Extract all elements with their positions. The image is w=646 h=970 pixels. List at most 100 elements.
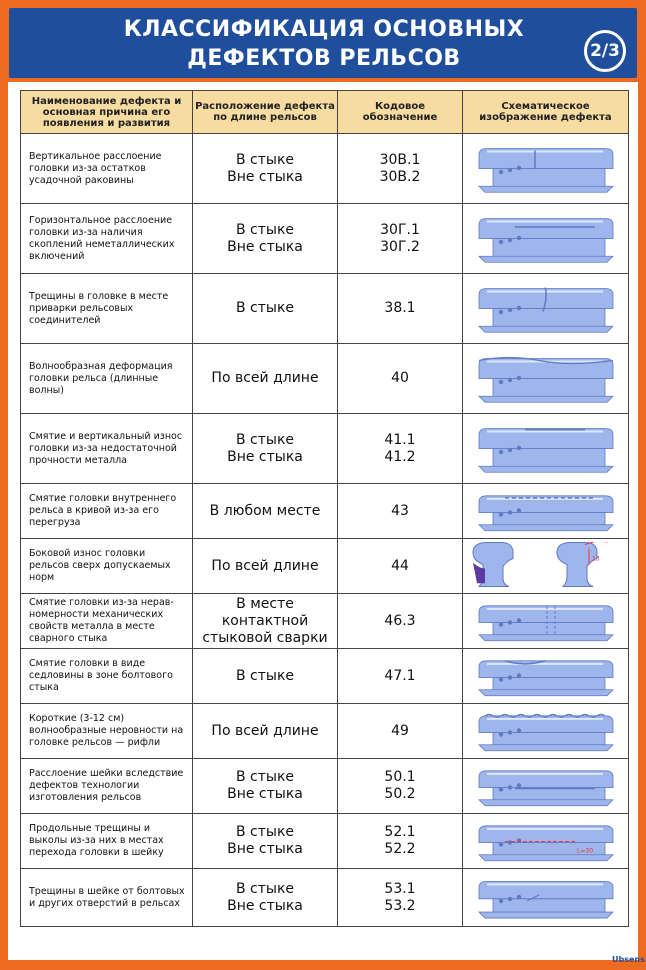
location-text: По всей длине	[211, 557, 319, 574]
defect-name-cell: Волнообразная деформация головки рельса …	[20, 343, 193, 414]
defect-code-cell: 52.1 52.2	[337, 813, 463, 869]
rail-side-wear-profile-icon: 45° 13	[472, 541, 612, 587]
location-text: В стыке	[235, 151, 295, 168]
location-text: Вне стыка	[227, 168, 303, 185]
code-text: 44	[391, 557, 409, 574]
column-header-scheme: Схематическое изображение дефекта	[462, 90, 629, 134]
rail-long-wave-icon	[478, 356, 614, 403]
column-header-name: Наименование дефекта и основная причина …	[20, 90, 193, 134]
defect-scheme-cell: L=30	[462, 813, 629, 869]
defect-code-cell: 41.1 41.2	[337, 413, 463, 484]
table-row: Волнообразная деформация головки рельса …	[20, 343, 629, 414]
page-title: КЛАССИФИКАЦИЯ ОСНОВНЫХ ДЕФЕКТОВ РЕЛЬСОВ	[69, 15, 579, 73]
defect-scheme-cell	[462, 593, 629, 649]
rail-saddle-icon	[478, 659, 614, 696]
table-row: Вертикальное расслоение головки из-за ос…	[20, 133, 629, 204]
location-text: Вне стыка	[227, 786, 303, 802]
column-header-code: Кодовое обозначение	[337, 90, 463, 134]
location-text: В стыке	[235, 667, 295, 684]
code-text: 52.2	[384, 841, 416, 857]
rail-bolthole-crack-icon	[478, 880, 614, 918]
table-row: Боковой износ головки рельсов сверх допу…	[20, 538, 629, 594]
title-banner: КЛАССИФИКАЦИЯ ОСНОВНЫХ ДЕФЕКТОВ РЕЛЬСОВ …	[9, 8, 637, 78]
table-row: Смятие головки внутреннего рельса в крив…	[20, 483, 629, 539]
code-text: 30Г.1	[380, 221, 420, 238]
defect-name-cell: Смятие головки внутреннего рельса в крив…	[20, 483, 193, 539]
code-text: 53.1	[384, 880, 416, 897]
defect-name-cell: Боковой износ головки рельсов сверх допу…	[20, 538, 193, 594]
code-text: 41.2	[384, 448, 416, 465]
defect-location-cell: В стыке	[192, 648, 338, 704]
rail-inner-curve-crush-icon	[478, 494, 614, 531]
defect-code-cell: 49	[337, 703, 463, 759]
location-text: Вне стыка	[227, 238, 303, 255]
page-number-badge: 2/3	[584, 30, 626, 72]
code-text: 52.1	[384, 824, 416, 840]
location-text: По всей длине	[211, 370, 319, 386]
defect-location-cell: В стыке Вне стыка	[192, 413, 338, 484]
table-row: Короткие (3-12 см) волнообразные неровно…	[20, 703, 629, 759]
defect-location-cell: В месте контактной стыковой сварки	[192, 593, 338, 649]
location-text: В стыке	[235, 824, 295, 840]
defect-code-cell: 46.3	[337, 593, 463, 649]
defect-code-cell: 50.1 50.2	[337, 758, 463, 814]
defect-scheme-cell	[462, 273, 629, 344]
crack-length-label: L=30	[577, 847, 593, 854]
location-text: Вне стыка	[227, 841, 303, 857]
rail-head-crack-icon	[478, 286, 614, 333]
defect-location-cell: В стыке Вне стыка	[192, 813, 338, 869]
defect-scheme-cell	[462, 483, 629, 539]
location-text: Вне стыка	[227, 897, 303, 914]
rail-corrugation-icon	[478, 713, 614, 751]
defect-scheme-cell	[462, 203, 629, 274]
defect-scheme-cell	[462, 758, 629, 814]
defect-name-cell: Расслоение шейки вследствие дефектов тех…	[20, 758, 193, 814]
defect-name-cell: Продольные трещины и выколы из-за них в …	[20, 813, 193, 869]
table-row: Смятие головки в виде седловины в зоне б…	[20, 648, 629, 704]
column-header-location: Расположение дефекта по длине рельсов	[192, 90, 338, 134]
defect-location-cell: По всей длине	[192, 703, 338, 759]
side-wear-height-label: 13	[592, 555, 600, 562]
title-line-2: ДЕФЕКТОВ РЕЛЬСОВ	[187, 46, 461, 71]
table-row: Продольные трещины и выколы из-за них в …	[20, 813, 629, 869]
defect-location-cell: В стыке Вне стыка	[192, 133, 338, 204]
defect-scheme-cell	[462, 413, 629, 484]
defect-code-cell: 43	[337, 483, 463, 539]
defect-name-cell: Короткие (3-12 см) волнообразные неровно…	[20, 703, 193, 759]
rail-web-split-icon	[478, 769, 614, 806]
location-text: В стыке	[235, 880, 295, 897]
defect-location-cell: По всей длине	[192, 538, 338, 594]
defect-location-cell: В стыке	[192, 273, 338, 344]
code-text: 41.1	[384, 431, 416, 448]
code-text: 50.2	[384, 786, 416, 802]
table-row: Горизонтальное расслоение головки из-за …	[20, 203, 629, 274]
defect-scheme-cell	[462, 648, 629, 704]
rail-weld-crush-icon	[478, 604, 614, 641]
code-text: 49	[391, 722, 409, 739]
rail-crushing-wear-icon	[478, 427, 614, 473]
defect-code-cell: 38.1	[337, 273, 463, 344]
defect-name-cell: Смятие головки из-за нерав-номерности ме…	[20, 593, 193, 649]
code-text: 30В.2	[379, 168, 421, 185]
location-text: По всей длине	[211, 722, 319, 739]
defect-location-cell: В любом месте	[192, 483, 338, 539]
defect-scheme-cell	[462, 868, 629, 927]
defect-scheme-cell: 45° 13	[462, 538, 629, 594]
defect-name-cell: Трещины в головке в месте приварки рельс…	[20, 273, 193, 344]
publisher-logo: Ubsens	[612, 955, 645, 964]
defect-scheme-cell	[462, 133, 629, 204]
table-row: Расслоение шейки вследствие дефектов тех…	[20, 758, 629, 814]
defect-scheme-cell	[462, 343, 629, 414]
defect-name-cell: Смятие головки в виде седловины в зоне б…	[20, 648, 193, 704]
code-text: 30В.1	[379, 151, 421, 168]
defect-location-cell: В стыке Вне стыка	[192, 868, 338, 927]
rail-longitudinal-crack-icon: L=30	[478, 824, 614, 861]
table-row: Трещины в шейке от болтовых и других отв…	[20, 868, 629, 927]
table-header-row: Наименование дефекта и основная причина …	[20, 90, 629, 134]
title-line-1: КЛАССИФИКАЦИЯ ОСНОВНЫХ	[123, 17, 525, 42]
code-text: 50.1	[384, 769, 416, 785]
defect-location-cell: В стыке Вне стыка	[192, 758, 338, 814]
defect-code-cell: 30В.1 30В.2	[337, 133, 463, 204]
defect-code-cell: 44	[337, 538, 463, 594]
